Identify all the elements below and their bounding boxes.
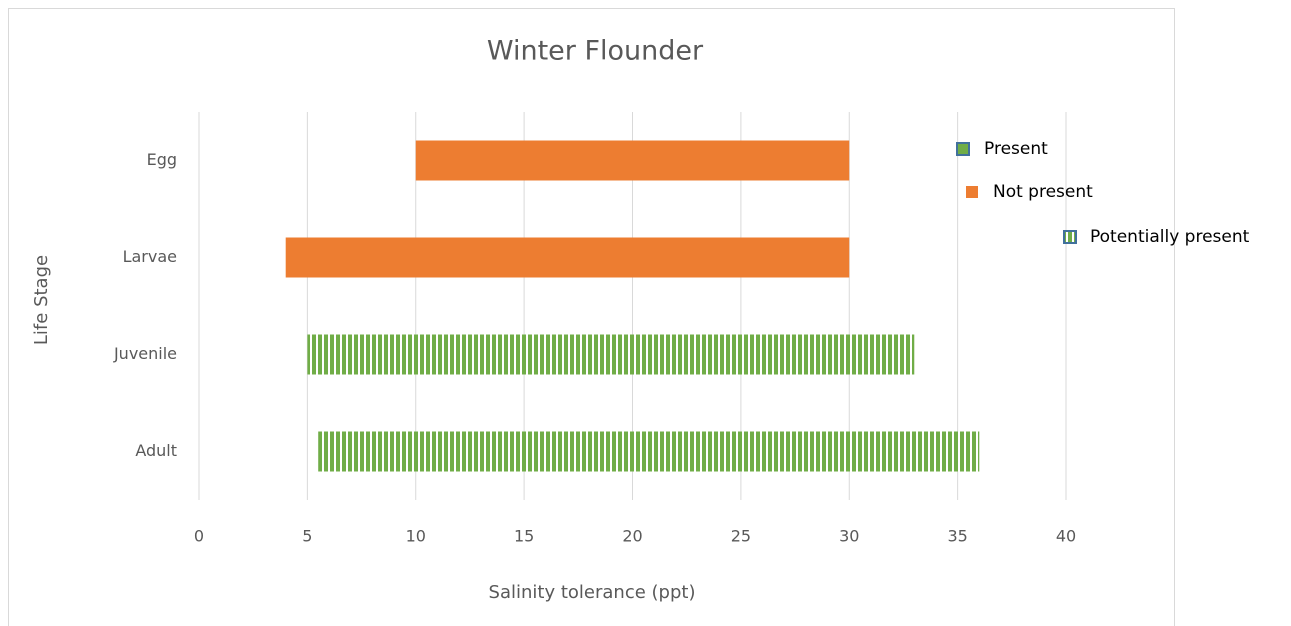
chart-frame (8, 8, 1175, 626)
legend-swatch (956, 142, 970, 156)
x-tick-label: 25 (731, 527, 751, 546)
legend-swatch (1063, 230, 1077, 244)
y-tick-label: Juvenile (113, 344, 177, 363)
bar (285, 237, 850, 278)
x-tick-label: 35 (947, 527, 967, 546)
x-tick-label: 10 (406, 527, 426, 546)
x-tick-label: 40 (1056, 527, 1076, 546)
legend-swatch (966, 186, 978, 198)
x-tick-label: 5 (302, 527, 312, 546)
legend-label: Potentially present (1090, 227, 1250, 247)
y-tick-label: Larvae (123, 247, 177, 266)
bar (415, 140, 850, 181)
x-tick-label: 30 (839, 527, 859, 546)
bar (318, 431, 980, 472)
y-axis-label: Life Stage (31, 255, 52, 345)
bar (307, 334, 915, 375)
y-tick-label: Adult (135, 441, 177, 460)
y-tick-label: Egg (147, 150, 177, 169)
x-tick-label: 15 (514, 527, 534, 546)
x-axis-label: Salinity tolerance (ppt) (489, 582, 696, 603)
chart-title: Winter Flounder (487, 36, 704, 67)
x-tick-label: 0 (194, 527, 204, 546)
legend-label: Present (984, 139, 1048, 159)
x-tick-label: 20 (622, 527, 642, 546)
legend-label: Not present (993, 182, 1093, 202)
